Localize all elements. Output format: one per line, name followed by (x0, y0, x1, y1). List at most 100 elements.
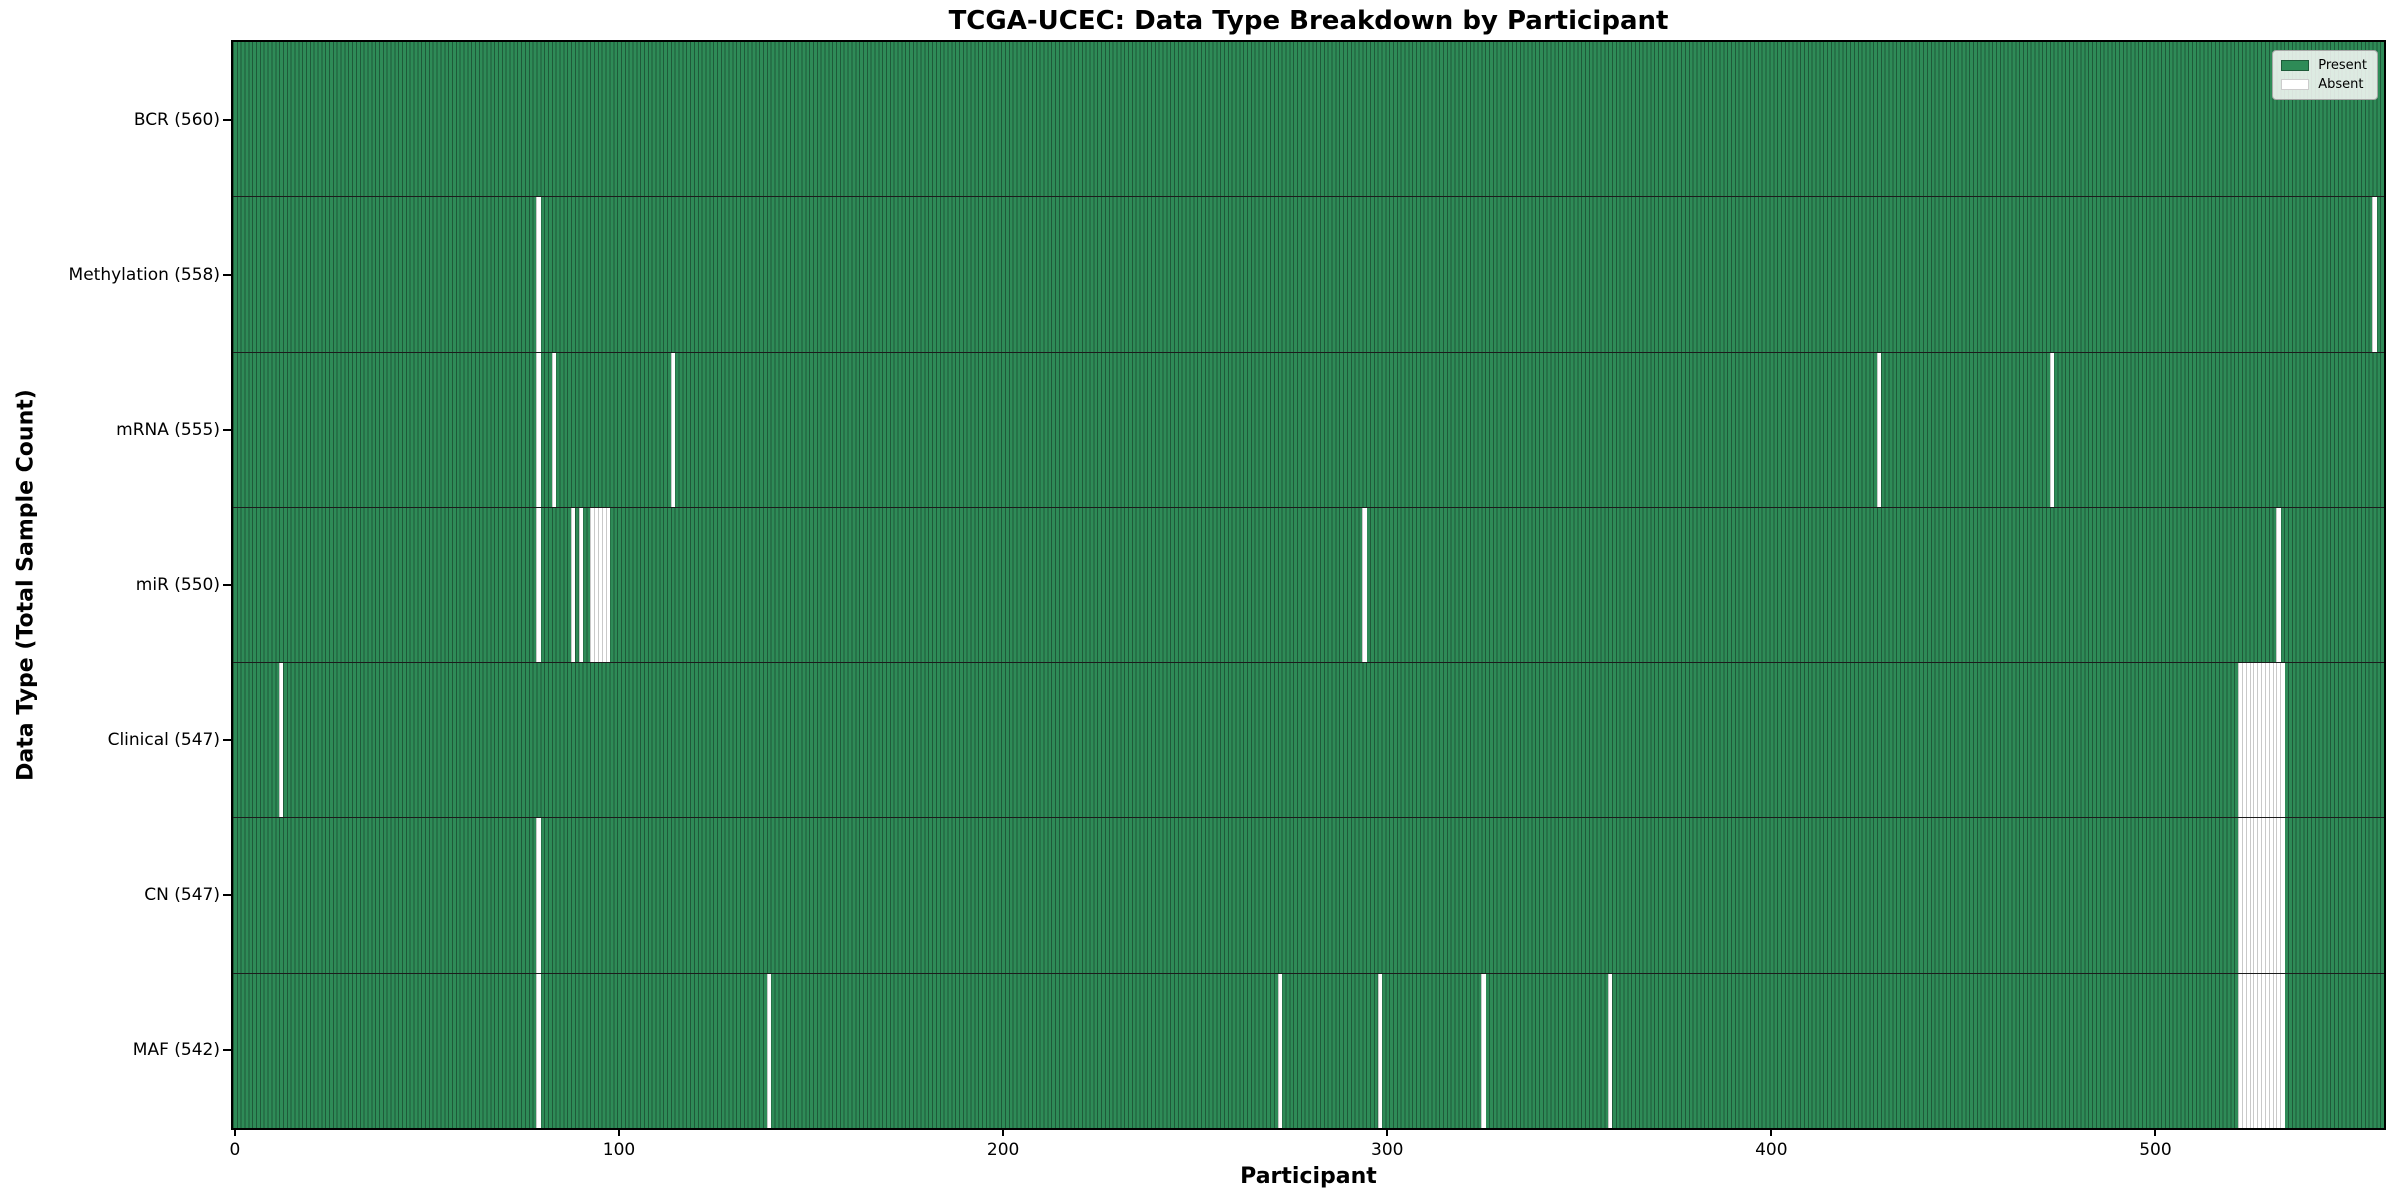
absent-bar (2249, 973, 2254, 1128)
absent-bar (2257, 973, 2262, 1128)
x-tick-mark (618, 1128, 621, 1136)
absent-bar (2253, 818, 2258, 973)
absent-bar (1277, 973, 1282, 1128)
row-mir (233, 506, 2384, 663)
x-axis-label: Participant (1240, 1164, 1377, 1189)
absent-bar (536, 352, 541, 507)
y-tick-mark (223, 118, 231, 121)
x-tick-label-400: 400 (1755, 1140, 1788, 1160)
absent-bar (2249, 818, 2254, 973)
absent-bar (2049, 352, 2055, 507)
absent-bar (2261, 818, 2266, 973)
absent-bar (2280, 663, 2285, 818)
y-tick-label-mrna: mRNA (555) (116, 419, 220, 440)
absent-bar (2272, 663, 2277, 818)
absent-bar (571, 507, 576, 663)
absent-bar (578, 507, 583, 663)
y-tick-mark (223, 584, 231, 586)
absent-bar (2272, 973, 2277, 1128)
y-tick-label-maf: MAF (542) (132, 1040, 220, 1061)
absent-bar (2261, 663, 2266, 818)
x-tick-label-0: 0 (229, 1140, 241, 1160)
absent-bar (536, 973, 541, 1128)
absent-bar (2245, 663, 2250, 818)
y-tick-label-mir: miR (550) (135, 575, 220, 595)
absent-bar (2241, 818, 2247, 973)
absent-bar (2241, 663, 2247, 818)
y-tick-label-methylation: Methylation (558) (68, 264, 220, 285)
absent-bar (1377, 973, 1382, 1128)
x-tick-label-200: 200 (986, 1140, 1020, 1160)
absent-bar (1481, 973, 1486, 1128)
absent-bar (605, 507, 610, 663)
absent-bar (1876, 352, 1882, 507)
absent-bar (536, 197, 541, 352)
absent-bar (2372, 197, 2377, 352)
absent-bar (551, 352, 557, 507)
y-tick-mark (223, 1049, 231, 1052)
legend-absent-label: Absent (2318, 77, 2364, 92)
absent-bar (2257, 818, 2262, 973)
absent-bar (2261, 973, 2266, 1128)
x-tick-mark (2154, 1128, 2157, 1136)
absent-bar (670, 352, 676, 507)
y-tick-mark (223, 739, 231, 742)
legend-absent-swatch (2281, 79, 2310, 90)
legend-present-swatch (2281, 60, 2310, 71)
absent-bar (2238, 973, 2243, 1128)
legend-entry-absent: Absent (2281, 75, 2367, 94)
row-cn (233, 817, 2384, 973)
absent-bar (1608, 973, 1613, 1128)
y-tick-label-bcr: BCR (560) (133, 109, 220, 130)
row-maf (233, 972, 2384, 1128)
absent-bar (1362, 507, 1367, 663)
x-tick-mark (1770, 1128, 1773, 1136)
absent-bar (2276, 973, 2281, 1128)
absent-bar (2268, 818, 2273, 973)
absent-bar (2245, 818, 2250, 973)
row-mrna (233, 351, 2384, 507)
absent-bar (2276, 663, 2281, 818)
y-tick-label-clinical: Clinical (547) (107, 730, 220, 751)
absent-bar (2238, 663, 2243, 818)
absent-bar (536, 818, 541, 973)
x-tick-label-100: 100 (602, 1140, 636, 1160)
absent-bar (766, 973, 772, 1128)
absent-bar (601, 507, 606, 663)
legend-present-label: Present (2318, 58, 2367, 73)
absent-bar (2264, 663, 2270, 818)
row-clinical (233, 662, 2384, 818)
absent-bar (594, 507, 599, 663)
legend: Present Absent (2272, 50, 2378, 100)
absent-bar (2276, 507, 2281, 663)
absent-bar (536, 507, 541, 663)
plot-area: Present Absent (231, 40, 2386, 1130)
absent-bar (2280, 818, 2285, 973)
x-tick-mark (233, 1128, 236, 1136)
absent-bar (2276, 818, 2281, 973)
chart-title: TCGA-UCEC: Data Type Breakdown by Partic… (948, 6, 1669, 36)
absent-bar (2253, 663, 2258, 818)
absent-bar (2280, 973, 2285, 1128)
y-tick-mark (223, 273, 231, 276)
absent-bar (2268, 973, 2273, 1128)
y-tick-mark (223, 894, 231, 897)
absent-bar (2268, 663, 2273, 818)
y-tick-label-cn: CN (547) (144, 885, 220, 906)
x-tick-mark (1002, 1128, 1005, 1136)
absent-bar (2257, 663, 2262, 818)
absent-bar (2238, 818, 2243, 973)
absent-bar (2245, 973, 2250, 1128)
absent-bar (590, 507, 595, 663)
absent-bar (2241, 973, 2247, 1128)
x-tick-mark (1386, 1128, 1389, 1136)
absent-bar (2264, 973, 2270, 1128)
absent-bar (2253, 973, 2258, 1128)
row-bcr (233, 42, 2384, 197)
absent-bar (2249, 663, 2254, 818)
row-methylation (233, 196, 2384, 352)
x-tick-label-300: 300 (1371, 1140, 1404, 1160)
heatmap-rows (233, 42, 2384, 1128)
absent-bar (2272, 818, 2277, 973)
